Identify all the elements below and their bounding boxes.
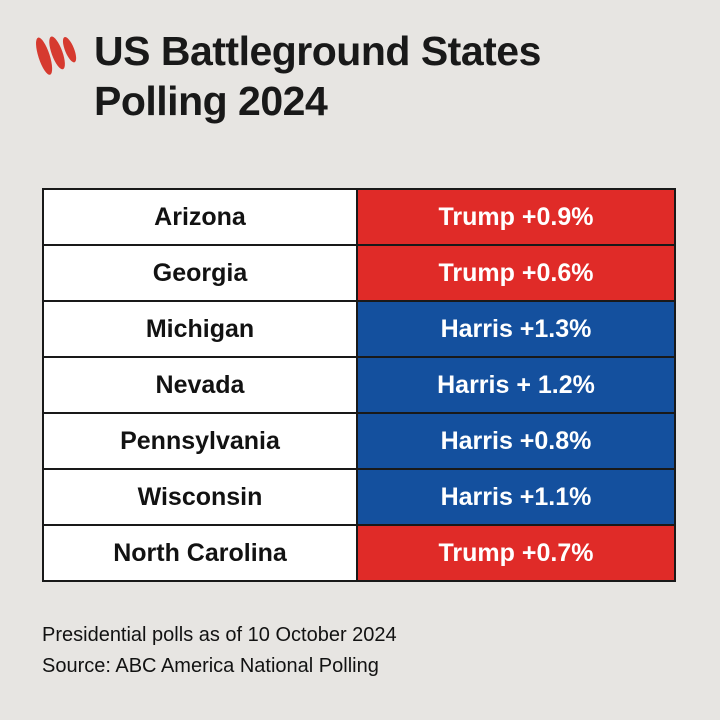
lead-cell: Trump +0.7% — [358, 526, 674, 580]
table-row: Pennsylvania Harris +0.8% — [44, 412, 674, 468]
lead-cell: Trump +0.6% — [358, 246, 674, 300]
lead-cell: Harris +1.1% — [358, 470, 674, 524]
state-cell: North Carolina — [44, 526, 358, 580]
table-row: North Carolina Trump +0.7% — [44, 524, 674, 580]
sbs-flame-icon — [36, 36, 77, 75]
footer-date-note: Presidential polls as of 10 October 2024 — [42, 624, 397, 646]
state-cell: Arizona — [44, 190, 358, 244]
lead-cell: Harris +0.8% — [358, 414, 674, 468]
footer: Presidential polls as of 10 October 2024… — [42, 620, 397, 682]
table-row: Nevada Harris + 1.2% — [44, 356, 674, 412]
table-row: Arizona Trump +0.9% — [44, 190, 674, 244]
table-row: Michigan Harris +1.3% — [44, 300, 674, 356]
lead-cell: Harris +1.3% — [358, 302, 674, 356]
header: US Battleground States Polling 2024 — [30, 26, 541, 126]
state-cell: Georgia — [44, 246, 358, 300]
state-cell: Pennsylvania — [44, 414, 358, 468]
table-row: Wisconsin Harris +1.1% — [44, 468, 674, 524]
page-title-line1: US Battleground States — [94, 28, 541, 74]
state-cell: Michigan — [44, 302, 358, 356]
lead-cell: Trump +0.9% — [358, 190, 674, 244]
state-cell: Nevada — [44, 358, 358, 412]
page-title-line2: Polling 2024 — [94, 78, 328, 125]
page-title: US Battleground States Polling 2024 — [94, 26, 541, 126]
polling-table: Arizona Trump +0.9% Georgia Trump +0.6% … — [42, 188, 676, 582]
table-row: Georgia Trump +0.6% — [44, 244, 674, 300]
lead-cell: Harris + 1.2% — [358, 358, 674, 412]
state-cell: Wisconsin — [44, 470, 358, 524]
footer-source-note: Source: ABC America National Polling — [42, 655, 379, 677]
